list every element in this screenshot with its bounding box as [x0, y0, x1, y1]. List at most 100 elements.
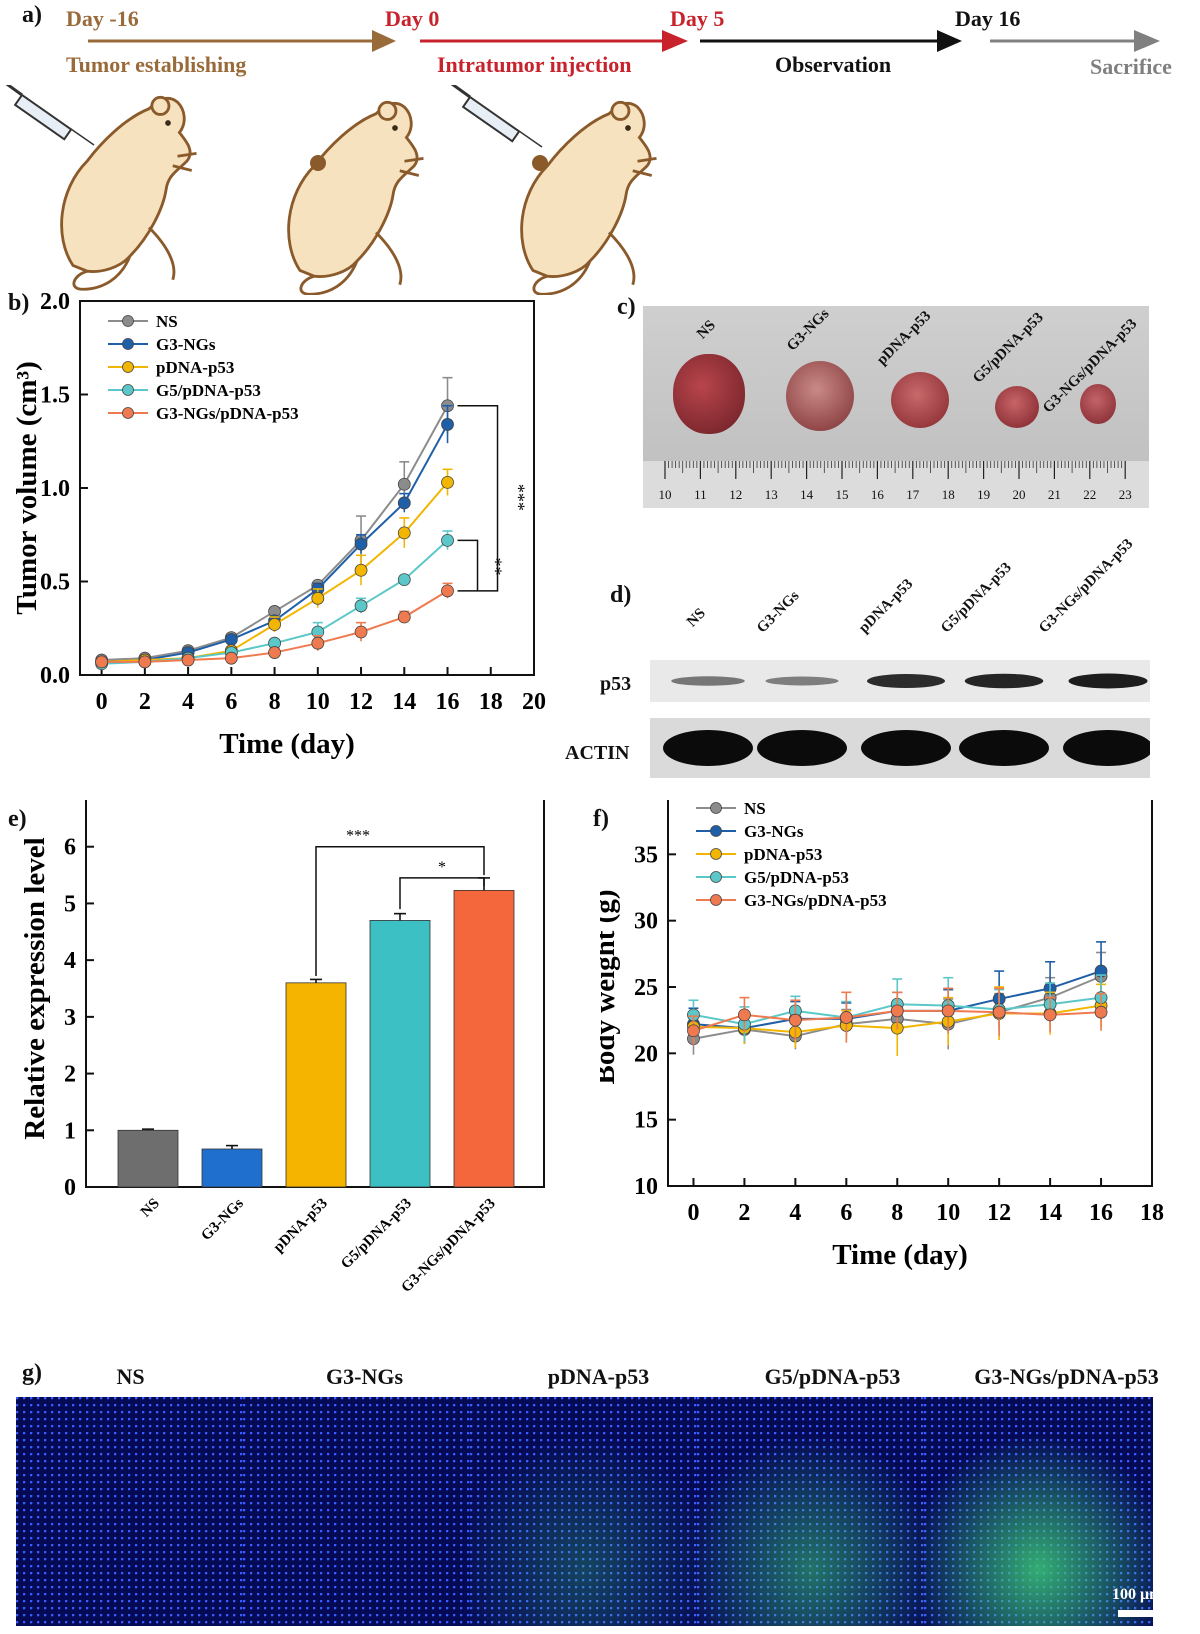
data-point [397, 496, 411, 510]
legend-label: G5/pDNA-p53 [156, 381, 261, 400]
x-tick-label: 6 [225, 689, 237, 715]
x-tick-label: 10 [936, 1200, 960, 1226]
x-tick-label: G3-NGs [198, 1195, 247, 1244]
y-tick-label: 7 [64, 800, 76, 804]
ruler: 10 11 12 13 14 15 16 17 18 19 20 21 22 23 [643, 461, 1149, 508]
data-point [1094, 1005, 1108, 1019]
legend-marker [122, 407, 134, 419]
blot-label-4: G5/pDNA-p53 [937, 559, 1015, 637]
data-point [1043, 1008, 1057, 1022]
plot-frame [667, 800, 1153, 1187]
data-point [224, 651, 238, 665]
x-tick-label: 2 [738, 1200, 750, 1226]
data-point [224, 633, 238, 646]
data-point [441, 418, 454, 431]
data-point [687, 1024, 700, 1038]
bar-G3-NGs [201, 1148, 263, 1188]
data-point [788, 1013, 802, 1027]
data-point [354, 599, 368, 613]
p53-band [867, 674, 945, 688]
series-line [101, 481, 449, 663]
bar-pDNA-p53 [285, 982, 347, 1188]
scale-bar [1118, 1610, 1170, 1617]
x-axis-label: Time (day) [219, 728, 355, 760]
panel-f-label: f) [593, 806, 609, 832]
y-tick-label: 6 [64, 835, 76, 861]
ruler-label: 17 [906, 487, 920, 502]
legend-label: NS [156, 312, 178, 331]
fluorescence-image-5 [924, 1397, 1153, 1626]
milestone-phase-4: Sacrifice [1090, 54, 1172, 79]
actin-band [959, 730, 1049, 766]
y-tick-label: 2.0 [40, 289, 70, 315]
data-point [311, 591, 325, 605]
ruler-label: 22 [1083, 487, 1096, 502]
ruler-label: 10 [659, 487, 672, 502]
bracket-2 [399, 877, 485, 910]
x-axis-label: Time (day) [832, 1239, 968, 1271]
data-point [311, 636, 325, 650]
x-tick-label: 18 [479, 689, 503, 715]
legend-label: G5/pDNA-p53 [744, 868, 849, 887]
ruler-label: 11 [694, 487, 707, 502]
legend-marker [710, 848, 722, 860]
x-tick-label: pDNA-p53 [271, 1196, 331, 1256]
x-tick-label: G3-NGs/pDNA-p53 [399, 1196, 499, 1296]
y-tick-label: 4 [64, 948, 76, 974]
x-tick-label: 2 [139, 689, 151, 715]
legend-marker [122, 361, 134, 373]
data-point [992, 1005, 1006, 1019]
body-weight-chart: 0 2 4 6 8 10 12 14 16 18 10 15 20 25 30 35 40 Time (day) B… [600, 800, 1164, 1271]
tumor-g3ngspdna [1080, 384, 1116, 424]
data-point [181, 653, 195, 667]
blot-row-label-actin: ACTIN [565, 742, 630, 764]
mouse-1 [60, 95, 198, 291]
y-axis-label: Relative expression level [19, 837, 51, 1139]
panel-g-label: g) [22, 1360, 42, 1386]
fluorescence-image-3 [470, 1397, 699, 1626]
x-tick-label: 10 [306, 689, 330, 715]
y-tick-label: 1.0 [40, 476, 70, 502]
panel-e-label: e) [8, 806, 27, 832]
bracket-1 [315, 845, 485, 977]
y-tick-label: 10 [634, 1174, 658, 1200]
bracket-g5 [457, 539, 479, 591]
mouse-3 [520, 100, 658, 295]
blot-label-5: G3-NGs/pDNA-p53 [1035, 535, 1137, 637]
data-point [941, 1004, 955, 1018]
legend-label: pDNA-p53 [156, 358, 234, 377]
data-point [95, 655, 109, 669]
p53-band [1068, 673, 1148, 689]
legend-marker [122, 384, 134, 396]
ruler-label: 19 [977, 487, 990, 502]
significance-1: *** [346, 828, 370, 845]
legend-marker [122, 338, 134, 350]
x-tick-label: 16 [1089, 1200, 1113, 1226]
fluor-title-3: pDNA-p53 [547, 1364, 650, 1389]
tumor-pdna [891, 372, 949, 428]
expression-bar-chart: 0 1 2 3 4 5 6 7 Relative expression level NS G3-NG… [19, 800, 545, 1296]
y-tick-label: 1.5 [40, 383, 70, 409]
ruler-label: 15 [836, 487, 849, 502]
blot-label-1: NS [683, 605, 709, 631]
x-tick-label: 4 [789, 1200, 801, 1226]
legend-label: G3-NGs [156, 335, 216, 354]
x-tick-label: 18 [1140, 1200, 1164, 1226]
y-tick-label: 2 [64, 1062, 76, 1088]
actin-band [861, 730, 951, 766]
milestone-phase-1: Tumor establishing [66, 52, 247, 77]
panel-d-label: d) [610, 582, 632, 608]
data-point [441, 584, 454, 598]
data-point [397, 526, 411, 540]
mouse-2 [287, 100, 425, 295]
ruler-label: 12 [729, 487, 742, 502]
mouse-illustrations [2, 85, 658, 295]
y-tick-label: 20 [634, 1041, 658, 1067]
ruler-label: 16 [871, 487, 885, 502]
blot-label-2: G3-NGs [753, 587, 803, 637]
milestone-phase-2: Intratumor injection [437, 52, 632, 77]
significance-2: ** [486, 558, 506, 576]
data-point [354, 625, 368, 639]
bar-G5/pDNA-p53 [369, 920, 431, 1188]
y-tick-label: 0.5 [40, 570, 70, 596]
